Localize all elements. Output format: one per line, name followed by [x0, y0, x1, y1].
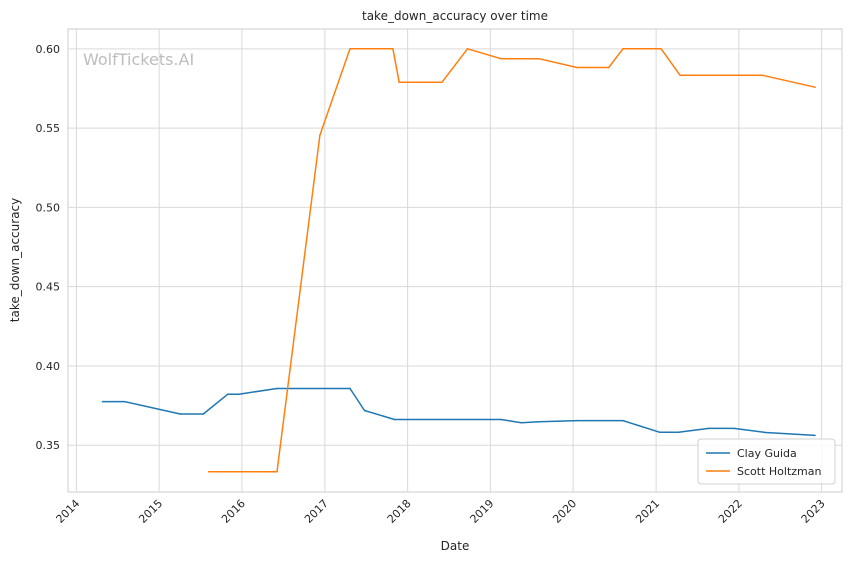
- data-point: [576, 66, 578, 69]
- data-point: [814, 434, 816, 437]
- y-tick-label: 0.40: [36, 360, 61, 373]
- data-point: [227, 393, 229, 395]
- x-tick-label: 2022: [716, 497, 745, 526]
- data-point: [538, 420, 540, 423]
- data-point: [677, 431, 680, 434]
- data-point: [207, 470, 210, 473]
- plot-area: [67, 28, 843, 493]
- data-point: [319, 134, 321, 137]
- data-point: [392, 48, 394, 50]
- data-point: [179, 413, 182, 415]
- data-point: [707, 427, 710, 430]
- data-point: [576, 419, 578, 422]
- x-tick-label: 2019: [467, 497, 496, 526]
- data-point: [658, 431, 661, 434]
- data-point: [101, 400, 104, 403]
- y-axis: 0.35 0.40 0.45 0.50 0.55 0.60: [36, 43, 61, 452]
- x-tick-label: 2014: [54, 497, 83, 526]
- legend-label-scott-holtzman: Scott Holtzman: [737, 465, 821, 478]
- data-point: [441, 81, 443, 84]
- data-point: [363, 409, 366, 412]
- data-point: [660, 48, 662, 50]
- data-point: [679, 74, 681, 77]
- y-tick-label: 0.60: [36, 43, 61, 56]
- x-tick-label: 2017: [302, 497, 331, 526]
- x-tick-label: 2016: [219, 497, 248, 526]
- x-tick-label: 2023: [799, 497, 828, 526]
- x-tick-label: 2021: [633, 497, 662, 526]
- legend-label-clay-guida: Clay Guida: [737, 447, 797, 460]
- series-layer: [101, 48, 816, 473]
- x-tick-label: 2015: [136, 497, 165, 526]
- data-point: [123, 400, 126, 403]
- y-axis-label: take_down_accuracy: [8, 198, 22, 322]
- y-tick-label: 0.45: [36, 281, 61, 294]
- data-point: [622, 48, 624, 50]
- data-point: [276, 470, 278, 473]
- data-point: [238, 393, 240, 395]
- chart-title: take_down_accuracy over time: [362, 9, 548, 23]
- x-axis-label: Date: [441, 539, 470, 553]
- data-point: [393, 418, 396, 421]
- data-point: [622, 419, 624, 422]
- y-tick-label: 0.35: [36, 439, 61, 452]
- y-tick-label: 0.55: [36, 122, 61, 135]
- y-tick-label: 0.50: [36, 201, 61, 214]
- data-point: [398, 81, 401, 84]
- data-point: [733, 427, 735, 430]
- x-tick-label: 2018: [385, 497, 414, 526]
- x-tick-label: 2020: [550, 497, 579, 526]
- watermark: WolfTickets.AI: [83, 50, 194, 69]
- data-point: [538, 57, 540, 60]
- data-point: [202, 413, 205, 415]
- data-point: [349, 387, 351, 390]
- data-point: [765, 431, 767, 434]
- data-point: [761, 74, 764, 77]
- x-axis: 2014 2015 2016 2017 2018 2019 2020 2021 2022 2023: [54, 497, 828, 526]
- data-point: [276, 387, 278, 390]
- grid: [68, 29, 842, 492]
- data-point: [520, 421, 523, 424]
- data-point: [466, 48, 469, 50]
- legend-box: [697, 438, 836, 485]
- legend: Clay Guida Scott Holtzman: [697, 438, 836, 485]
- data-point: [814, 86, 816, 88]
- data-point: [607, 66, 610, 69]
- data-point: [349, 48, 351, 50]
- data-point: [500, 57, 502, 60]
- data-point: [500, 418, 502, 421]
